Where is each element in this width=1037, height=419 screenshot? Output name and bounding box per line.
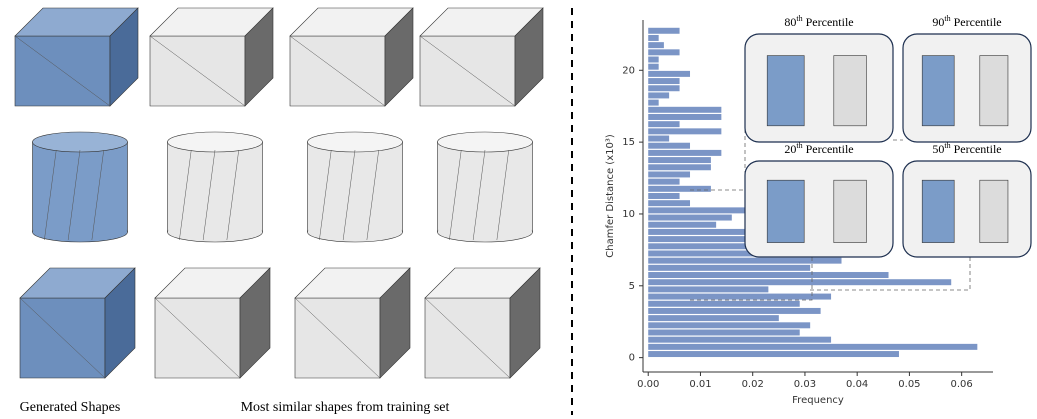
- bar: [648, 179, 679, 185]
- bar: [648, 92, 669, 98]
- inset-rank: 50: [932, 142, 944, 156]
- bar: [648, 308, 820, 314]
- bar: [648, 64, 658, 70]
- y-tick-label: 0: [629, 353, 635, 364]
- inset-render: [834, 180, 867, 242]
- bar: [648, 150, 721, 156]
- inset-text: Percentile: [954, 142, 1002, 156]
- bar: [648, 215, 732, 221]
- inset-title: 90th Percentile: [932, 14, 1001, 29]
- inset-title: 80th Percentile: [784, 14, 853, 29]
- inset-text: Percentile: [806, 15, 854, 29]
- bar: [648, 315, 779, 321]
- bar: [648, 243, 747, 249]
- bar: [648, 200, 690, 206]
- caption: Generated Shapes: [20, 400, 121, 415]
- bar: [648, 329, 799, 335]
- bar: [648, 258, 841, 264]
- x-tick-label: 0.03: [794, 379, 816, 390]
- bar: [648, 157, 711, 163]
- bar: [648, 78, 679, 84]
- bar: [648, 344, 977, 350]
- bar: [648, 100, 658, 106]
- inset-rank: 20: [784, 142, 796, 156]
- x-tick-label: 0.04: [846, 379, 868, 390]
- inset-render: [767, 56, 804, 126]
- inset-render: [980, 180, 1008, 242]
- render-face: [168, 132, 263, 152]
- y-tick-label: 15: [622, 137, 635, 148]
- x-tick-label: 0.05: [898, 379, 920, 390]
- insets: 80thPercentile90thPercentile20thPercenti…: [690, 14, 1031, 300]
- y-tick-label: 20: [622, 65, 635, 76]
- bar: [648, 49, 679, 55]
- bar: [648, 171, 690, 177]
- bar: [648, 351, 899, 357]
- x-tick-label: 0.00: [637, 379, 659, 390]
- bar: [648, 71, 690, 77]
- inset-ordinal: th: [944, 141, 950, 150]
- bar: [648, 136, 669, 142]
- bar: [648, 128, 721, 134]
- bar: [648, 222, 716, 228]
- bar: [648, 265, 810, 271]
- render-face: [308, 132, 403, 152]
- bar: [648, 107, 721, 113]
- inset-title: 50th Percentile: [932, 141, 1001, 156]
- bar: [648, 57, 658, 63]
- bar: [648, 236, 747, 242]
- y-tick-label: 5: [629, 281, 635, 292]
- bar: [648, 207, 747, 213]
- bar: [648, 85, 679, 91]
- inset-render: [767, 180, 804, 242]
- x-tick-label: 0.01: [689, 379, 711, 390]
- figure: Generated Shapes Most similar shapes fro…: [0, 0, 1037, 419]
- bar: [648, 186, 711, 192]
- y-tick-label: 10: [622, 209, 635, 220]
- bar: [648, 279, 951, 285]
- render-face: [438, 132, 533, 152]
- bar: [648, 143, 690, 149]
- bar: [648, 337, 831, 343]
- inset-render: [922, 56, 954, 126]
- inset-render: [834, 56, 867, 126]
- bar: [648, 322, 810, 328]
- bar: [648, 164, 711, 170]
- bar: [648, 193, 679, 199]
- renders: [15, 8, 543, 378]
- y-axis-label: Chamfer Distance (x10³): [605, 134, 616, 258]
- bar: [648, 294, 831, 300]
- inset-text: Percentile: [806, 142, 854, 156]
- inset-title: 20th Percentile: [784, 141, 853, 156]
- inset-ordinal: th: [796, 141, 802, 150]
- x-axis-label: Frequency: [792, 395, 844, 406]
- x-tick-label: 0.06: [951, 379, 973, 390]
- bar: [648, 114, 721, 120]
- bar: [648, 35, 658, 41]
- inset-text: Percentile: [954, 15, 1002, 29]
- bar: [648, 42, 664, 48]
- bar: [648, 286, 768, 292]
- inset-render: [922, 180, 954, 242]
- inset-render: [980, 56, 1008, 126]
- inset-rank: 80: [784, 15, 796, 29]
- inset-rank: 90: [932, 15, 944, 29]
- render-face: [33, 132, 128, 152]
- bar: [648, 301, 799, 307]
- bar: [648, 121, 679, 127]
- inset-ordinal: th: [944, 14, 950, 23]
- bar: [648, 272, 888, 278]
- caption: Most similar shapes from training set: [241, 400, 450, 415]
- x-tick-label: 0.02: [742, 379, 764, 390]
- bar: [648, 28, 679, 34]
- inset-ordinal: th: [796, 14, 802, 23]
